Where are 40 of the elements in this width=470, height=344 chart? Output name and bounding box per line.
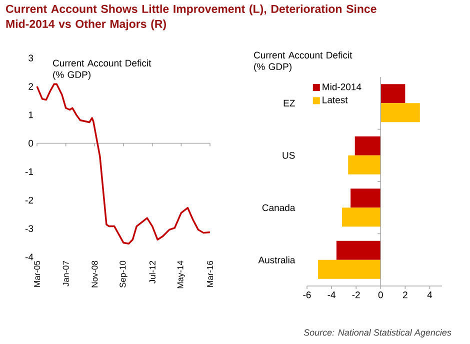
legend-label: Latest (322, 96, 348, 104)
y-tick-label: EZ (284, 100, 295, 106)
y-tick-label: -2 (25, 196, 34, 204)
x-tick-label: 0 (378, 292, 383, 298)
y-axis-title: Current Account Deficit (% GDP) (254, 52, 352, 72)
y-tick-label: US (282, 152, 295, 159)
y-tick-label: 3 (28, 54, 34, 62)
x-tick-label: Jul-12 (149, 260, 156, 284)
x-tick-label: Nov-08 (92, 260, 98, 288)
y-tick-label: 1 (28, 112, 34, 118)
y-axis-title: Current Account Deficit (% GDP) (53, 60, 152, 80)
y-tick-label: -3 (25, 225, 34, 232)
bar (380, 84, 406, 104)
x-tick-label: May-14 (177, 260, 185, 288)
x-tick-label: 4 (427, 292, 432, 298)
x-tick-label: -4 (328, 292, 336, 298)
y-tick-label: Canada (262, 204, 296, 212)
x-tick-label: Jan-07 (62, 260, 69, 286)
source-note: Source: National Statistical Agencies (304, 329, 452, 338)
bar (342, 208, 381, 227)
bar (380, 103, 420, 122)
chart-title: Current Account Shows Little Improvement (L), Deterioration Since Mid-2014 vs Other Majors (R) (6, 4, 376, 30)
x-tick-label: Mar-05 (34, 260, 40, 287)
line-series (36, 83, 211, 244)
y-tick-label: -1 (25, 168, 34, 175)
y-tick-label: 0 (28, 140, 34, 147)
bar (354, 136, 381, 156)
x-tick-label: -2 (352, 292, 360, 298)
bar (318, 260, 381, 279)
bar (336, 240, 381, 260)
x-tick-label: 2 (403, 292, 408, 298)
x-tick-label: -6 (303, 292, 311, 298)
legend-label: Mid-2014 (322, 83, 362, 90)
bar (348, 155, 381, 174)
y-tick-label: -4 (25, 254, 34, 260)
y-tick-label: Australia (258, 256, 296, 264)
x-tick-label: Sep-10 (120, 260, 128, 288)
bar (350, 188, 381, 208)
y-tick-label: 2 (28, 83, 34, 90)
x-tick-label: Mar-16 (207, 260, 214, 287)
